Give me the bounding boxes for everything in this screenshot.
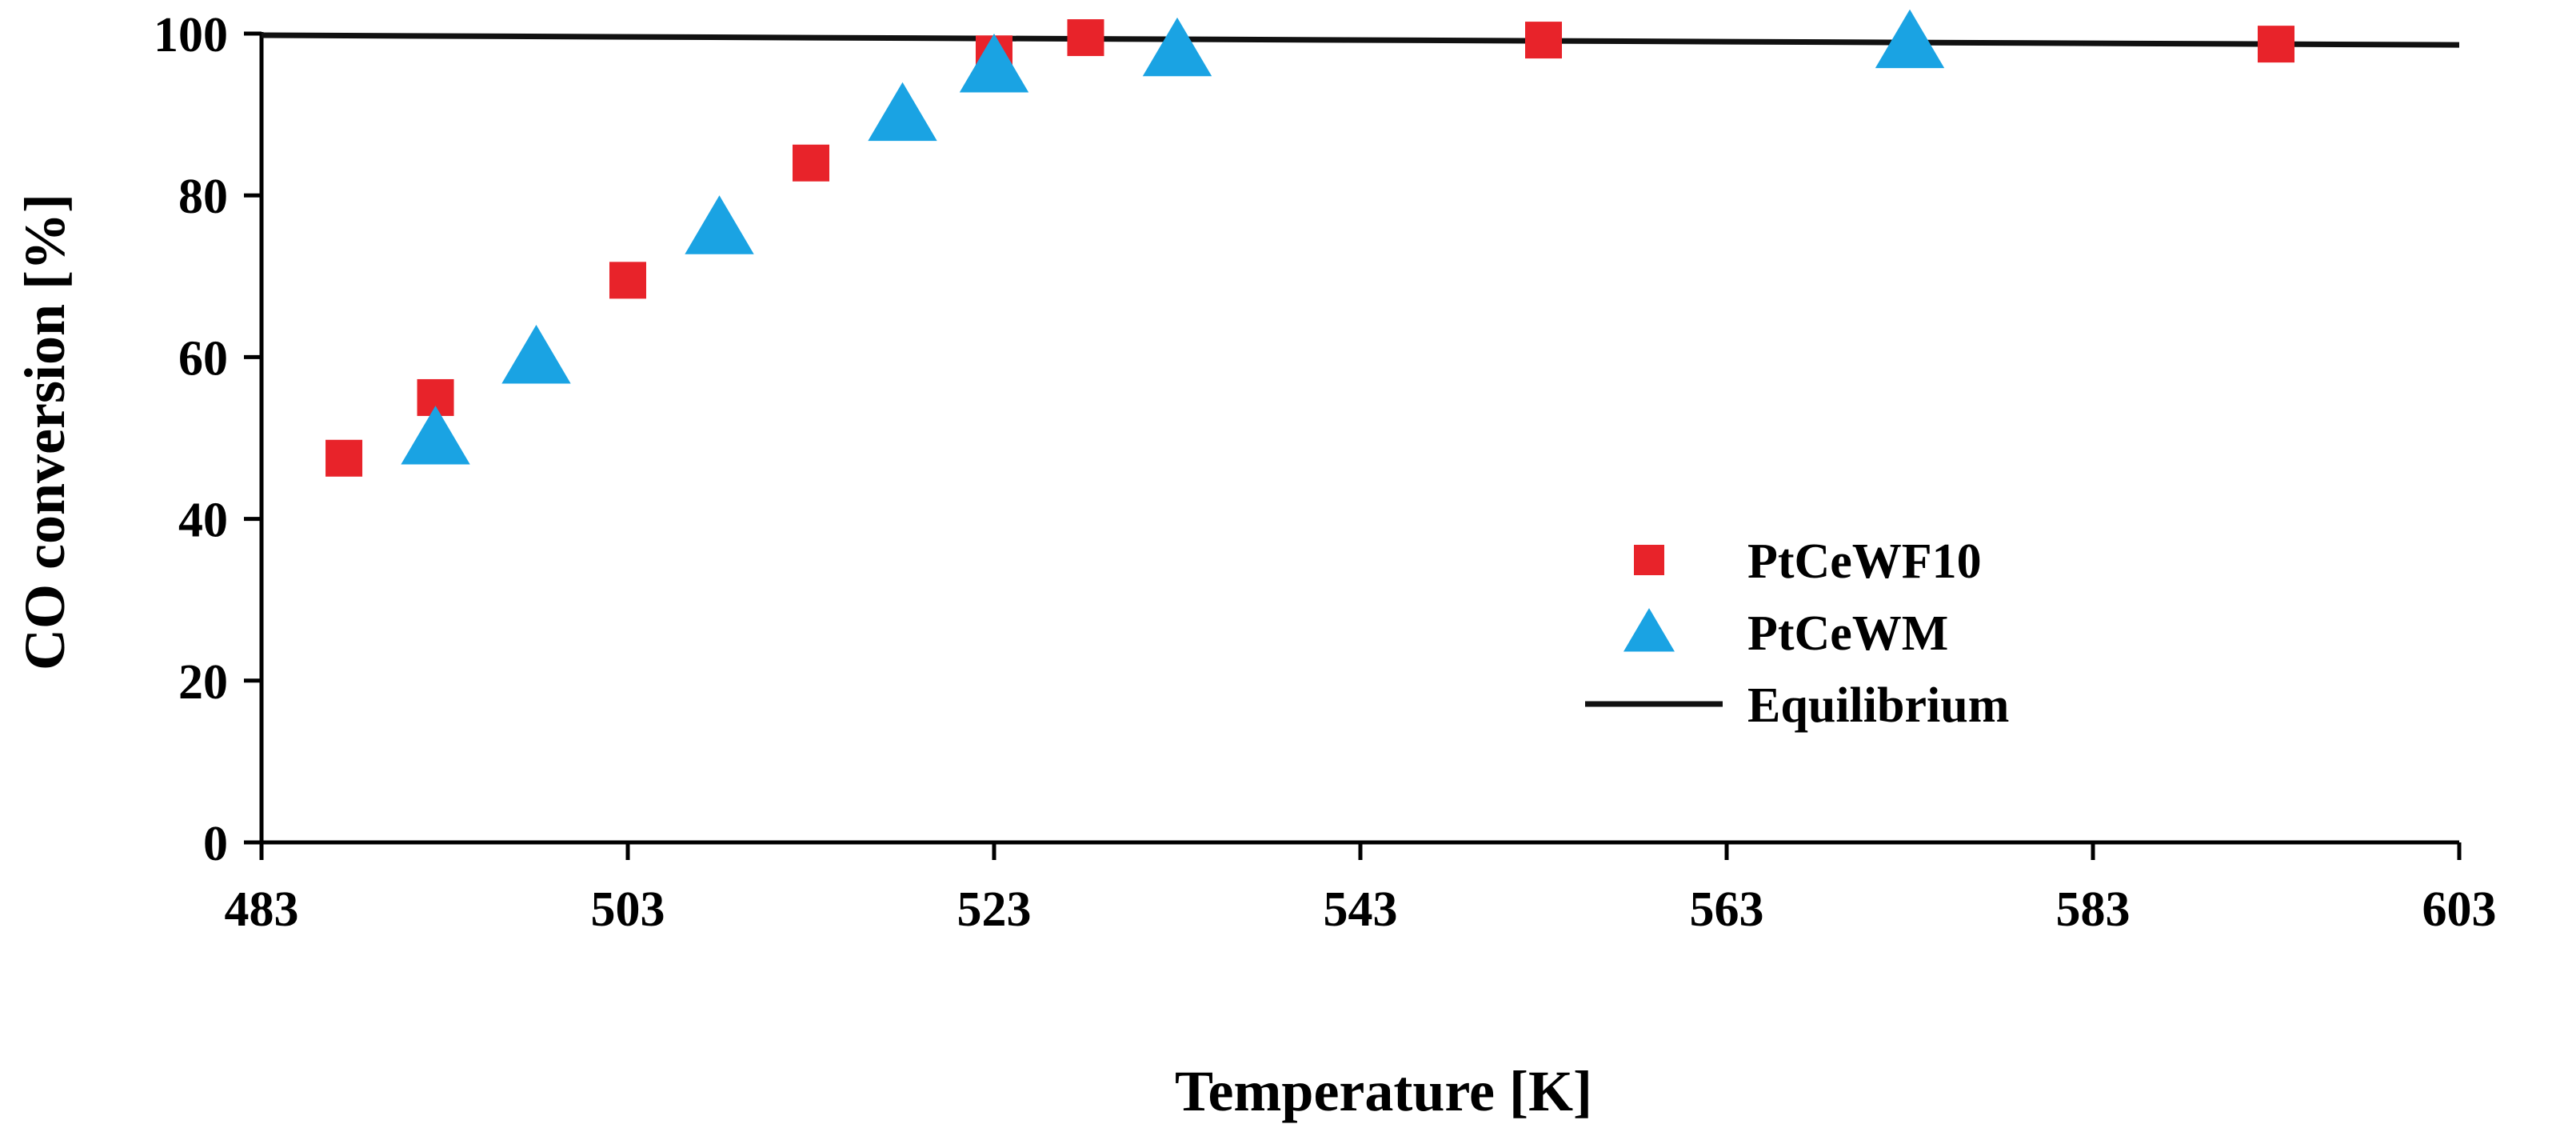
x-tick-label: 543	[1324, 882, 1398, 937]
data-point-ptcewm	[1875, 9, 1945, 69]
data-point-ptcewm	[1142, 17, 1212, 77]
x-tick-label: 603	[2422, 882, 2497, 937]
axes-group	[244, 31, 2462, 860]
data-point-ptcewf10	[2258, 26, 2294, 63]
data-point-ptcewm	[868, 82, 937, 142]
x-tick-label: 483	[225, 882, 299, 937]
series-line-equilibrium	[261, 32, 2460, 48]
y-tick-label: 100	[154, 8, 228, 62]
data-point-ptcewf10	[609, 262, 646, 299]
y-tick-label: 80	[178, 170, 228, 224]
legend: PtCeWF10 PtCeWM Equilibrium	[1585, 534, 2009, 733]
tick-labels-group: 483 503 523 543 563 583 603 0 20 40 60 80 100	[154, 8, 2497, 937]
x-axis-title: Temperature [K]	[1175, 1059, 1592, 1123]
data-point-ptcewm	[401, 406, 470, 465]
data-point-ptcewm	[685, 195, 754, 254]
y-tick-label: 40	[178, 494, 228, 548]
x-tick-label: 523	[957, 882, 1032, 937]
legend-marker-ptcewm	[1623, 608, 1675, 652]
series-group	[261, 9, 2460, 477]
legend-label: PtCeWF10	[1747, 534, 1982, 589]
y-tick-label: 0	[203, 817, 228, 871]
data-point-ptcewm	[501, 325, 571, 384]
x-tick-label: 583	[2056, 882, 2131, 937]
y-tick-label: 20	[178, 655, 228, 710]
x-tick-label: 563	[1690, 882, 1764, 937]
data-point-ptcewf10	[793, 144, 829, 182]
data-point-ptcewf10	[1525, 22, 1562, 59]
x-tick-label: 503	[591, 882, 665, 937]
y-axis-title: CO conversion [%]	[13, 194, 77, 670]
legend-label: PtCeWM	[1747, 606, 1948, 661]
legend-marker-ptcewf10	[1634, 545, 1664, 575]
legend-label: Equilibrium	[1747, 678, 2009, 733]
data-point-ptcewm	[959, 34, 1029, 93]
y-tick-label: 60	[178, 331, 228, 386]
data-point-ptcewf10	[1067, 19, 1104, 57]
data-point-ptcewf10	[325, 439, 363, 477]
